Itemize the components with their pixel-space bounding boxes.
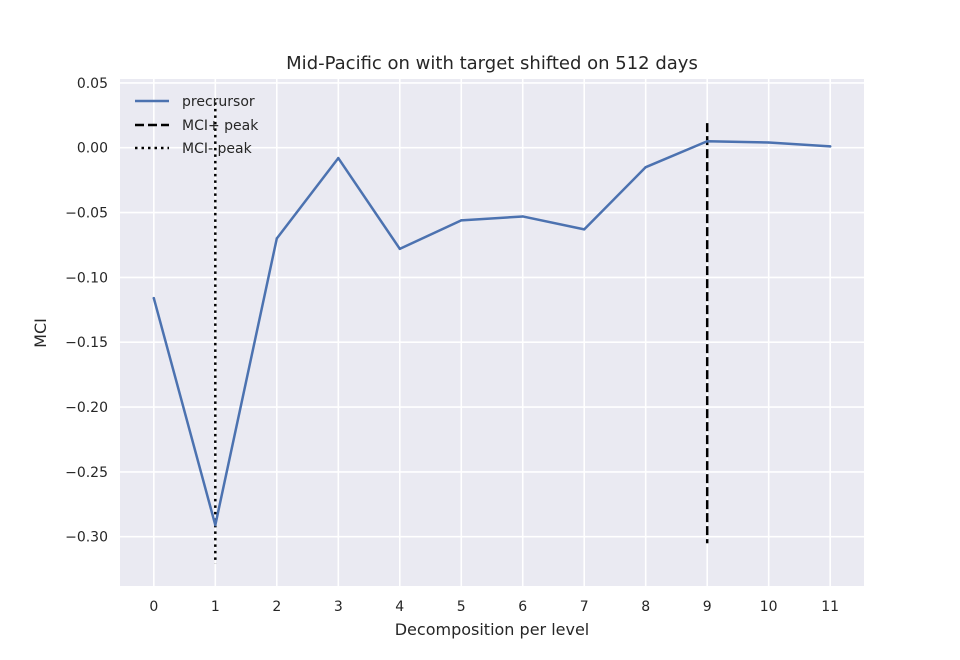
data-point [214, 523, 217, 527]
y-tick-label: 0.05 [77, 76, 108, 92]
x-tick-labels: 0 1 2 3 4 5 6 7 8 9 10 11 [149, 599, 839, 615]
legend: precrursor MCI+ peak MCI- peak [135, 94, 259, 157]
peak-markers [214, 102, 709, 564]
data-point [337, 156, 340, 160]
x-tick-label: 1 [211, 599, 220, 615]
data-point [644, 165, 647, 169]
data-point [828, 145, 832, 148]
x-tick-label: 9 [703, 599, 712, 615]
data-point [275, 237, 278, 240]
y-axis-label: MCI [31, 318, 50, 348]
x-tick-label: 7 [580, 599, 589, 615]
data-point [583, 228, 586, 231]
data-point [152, 296, 156, 300]
legend-label-mci-plus-peak: MCI+ peak [182, 118, 259, 134]
y-tick-label: −0.15 [65, 335, 108, 351]
y-tick-label: −0.10 [65, 270, 108, 286]
plot-area [120, 79, 864, 586]
y-tick-labels: 0.05 0.00 −0.05 −0.10 −0.15 −0.20 −0.25 −0.30 [65, 76, 108, 546]
data-point [460, 219, 463, 222]
legend-label-mci-minus-peak: MCI- peak [182, 141, 253, 157]
y-tick-label: −0.30 [65, 530, 108, 546]
x-tick-label: 10 [760, 599, 778, 615]
x-tick-label: 8 [641, 599, 650, 615]
y-tick-label: −0.05 [65, 206, 108, 222]
series-line-precrursor [152, 139, 832, 527]
data-point [767, 141, 770, 144]
x-tick-label: 11 [821, 599, 839, 615]
y-tick-label: 0.00 [77, 141, 108, 157]
data-point [706, 140, 709, 143]
grid-lines [120, 79, 864, 586]
x-tick-label: 4 [395, 599, 404, 615]
y-tick-label: −0.20 [65, 400, 108, 416]
series-lines [152, 139, 832, 527]
x-tick-label: 5 [457, 599, 466, 615]
x-tick-label: 2 [272, 599, 281, 615]
data-point [521, 215, 524, 218]
x-axis-label: Decomposition per level [395, 620, 590, 639]
chart-title: Mid-Pacific on with target shifted on 51… [286, 53, 698, 74]
x-tick-label: 0 [149, 599, 158, 615]
legend-label-precrursor: precrursor [182, 94, 255, 110]
x-tick-label: 3 [334, 599, 343, 615]
y-tick-label: −0.25 [65, 465, 108, 481]
x-tick-label: 6 [518, 599, 527, 615]
data-point [398, 247, 401, 251]
